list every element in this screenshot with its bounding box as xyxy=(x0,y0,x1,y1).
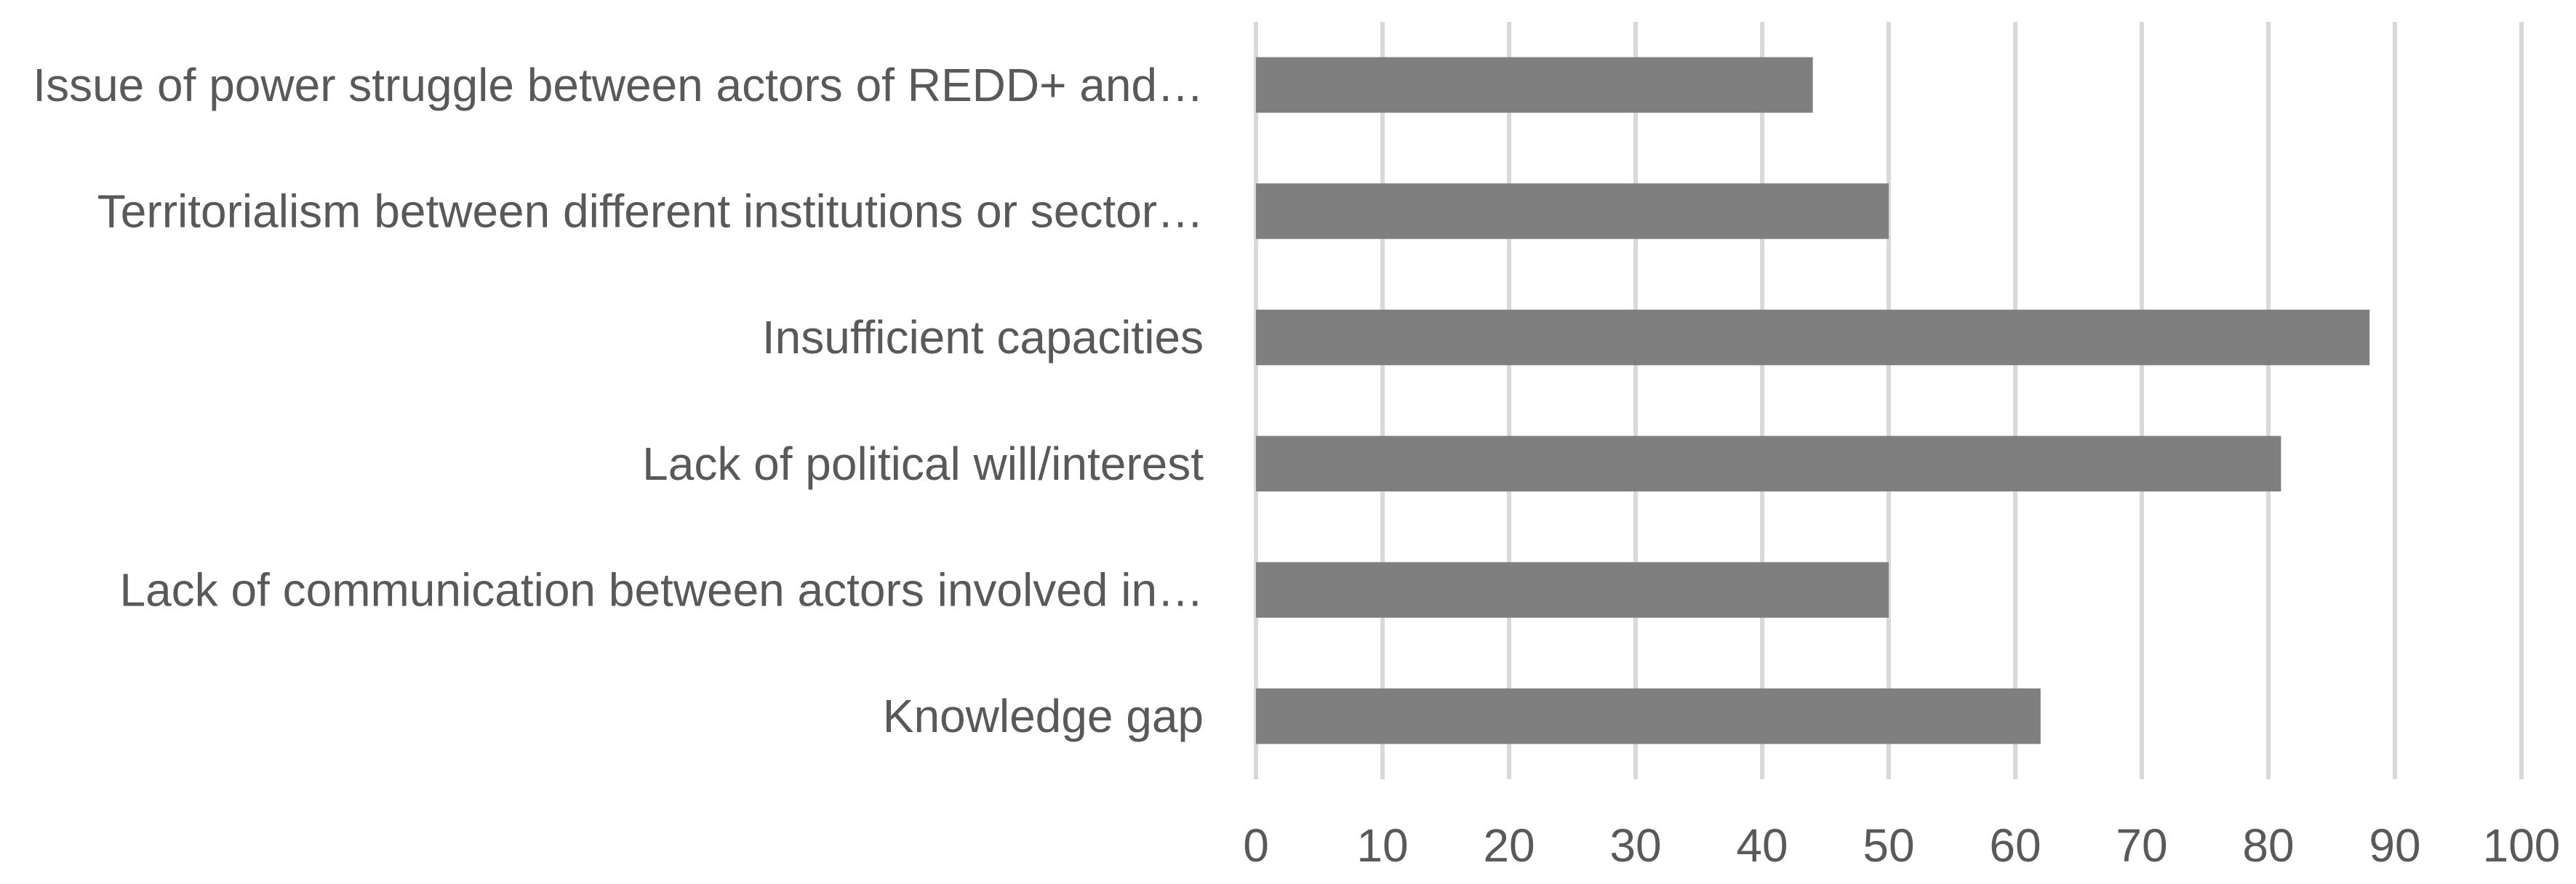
bar xyxy=(1256,435,2281,492)
bars xyxy=(1256,57,2370,744)
category-label: Issue of power struggle between actors o… xyxy=(33,59,1204,111)
bar xyxy=(1256,688,2041,744)
x-axis-tick-labels: 0 10 20 30 40 50 60 70 80 90 100 xyxy=(1243,819,2560,872)
x-tick-label: 10 xyxy=(1356,819,1408,872)
x-tick-label: 60 xyxy=(1989,819,2041,872)
category-label: Knowledge gap xyxy=(883,690,1204,742)
x-tick-label: 100 xyxy=(2483,819,2561,872)
category-label: Lack of communication between actors inv… xyxy=(119,564,1204,616)
bar xyxy=(1256,57,1813,113)
category-label: Territorialism between different institu… xyxy=(97,185,1204,238)
x-tick-label: 30 xyxy=(1609,819,1661,872)
category-labels: Issue of power struggle between actors o… xyxy=(33,59,1204,742)
x-tick-label: 40 xyxy=(1736,819,1788,872)
x-tick-label: 50 xyxy=(1863,819,1914,872)
gridlines xyxy=(1254,22,2524,779)
bar xyxy=(1256,309,2370,366)
bar xyxy=(1256,183,1889,239)
x-tick-label: 0 xyxy=(1243,819,1269,872)
x-tick-label: 20 xyxy=(1483,819,1535,872)
category-label: Insufficient capacities xyxy=(762,311,1204,363)
category-label: Lack of political will/interest xyxy=(642,438,1204,490)
x-tick-label: 70 xyxy=(2116,819,2167,872)
x-tick-label: 80 xyxy=(2242,819,2294,872)
x-tick-label: 90 xyxy=(2369,819,2420,872)
bar xyxy=(1256,562,1889,618)
